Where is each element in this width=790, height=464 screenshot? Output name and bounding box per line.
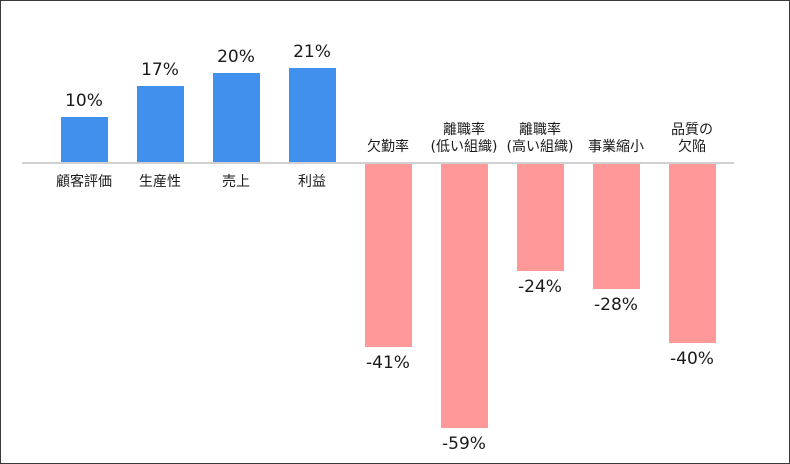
bar-6 xyxy=(516,164,564,272)
bar-8 xyxy=(668,164,716,343)
category-label: 品質の 欠陥 xyxy=(671,122,713,155)
value-label: -24% xyxy=(518,277,562,298)
value-label: 10% xyxy=(65,91,103,112)
bar-4 xyxy=(364,164,412,348)
value-label: -59% xyxy=(442,433,486,454)
category-label: 利益 xyxy=(298,174,326,190)
category-label: 生産性 xyxy=(139,174,181,190)
bar-5 xyxy=(440,164,488,428)
bar-3 xyxy=(288,68,336,162)
category-label: 売上 xyxy=(222,174,250,190)
bar-1 xyxy=(136,86,184,162)
zero-axis-line xyxy=(22,162,734,164)
category-label: 離職率 (低い組織) xyxy=(430,122,498,155)
bar-2 xyxy=(212,72,260,162)
bar-7 xyxy=(592,164,640,290)
category-label: 欠勤率 xyxy=(367,139,409,155)
value-label: 17% xyxy=(141,60,179,80)
value-label: -28% xyxy=(594,295,638,316)
value-label: -41% xyxy=(366,353,410,374)
value-label: 20% xyxy=(217,46,255,67)
value-label: -40% xyxy=(670,348,714,369)
category-label: 離職率 (高い組織) xyxy=(506,122,574,155)
category-label: 顧客評価 xyxy=(56,174,112,190)
bar-0 xyxy=(60,117,108,162)
category-label: 事業縮小 xyxy=(588,139,644,155)
value-label: 21% xyxy=(293,42,331,63)
